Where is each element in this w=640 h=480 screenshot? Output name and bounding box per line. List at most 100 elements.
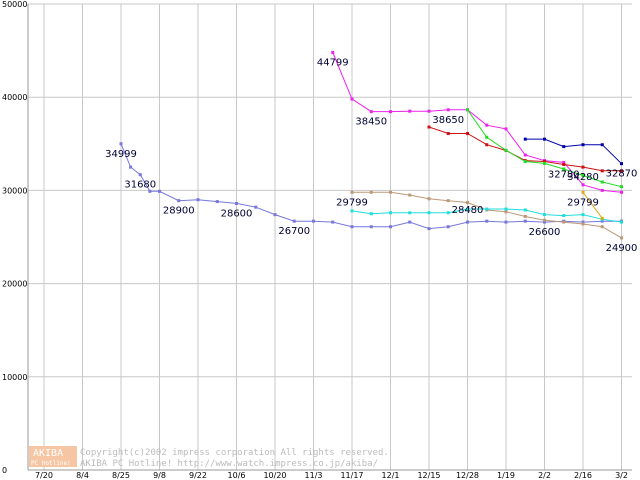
x-tick-label: 9/8 — [153, 471, 166, 480]
data-point — [148, 189, 152, 193]
data-label: 38450 — [355, 117, 387, 128]
data-point — [504, 127, 508, 131]
site-url-text: AKIBA PC Hotline! http://www.watch.impre… — [80, 459, 378, 469]
y-tick-label: 50000 — [2, 0, 27, 9]
data-point — [350, 209, 354, 213]
data-point — [600, 169, 604, 173]
data-point — [138, 173, 142, 177]
data-point — [350, 190, 354, 194]
data-point — [504, 207, 508, 211]
data-point — [215, 200, 219, 204]
data-point — [581, 213, 585, 217]
x-tick-label: 7/20 — [35, 471, 53, 480]
data-point — [523, 214, 527, 218]
data-point — [446, 108, 450, 112]
data-point — [581, 220, 585, 224]
x-tick-label: 2/2 — [538, 471, 551, 480]
data-point — [350, 225, 354, 229]
data-point — [543, 137, 546, 141]
data-point — [312, 219, 315, 223]
data-point — [369, 225, 373, 229]
data-point — [543, 161, 546, 165]
data-labels: 44799 38450 38650 34999 31680 28900 28600 26700… — [105, 57, 637, 253]
data-label: 29799 — [567, 197, 599, 208]
data-point — [254, 205, 258, 209]
data-point — [504, 148, 508, 152]
x-tick-label: 11/3 — [305, 471, 323, 480]
data-point — [600, 188, 604, 192]
axes — [27, 4, 632, 471]
data-point — [581, 165, 585, 169]
data-point — [620, 185, 623, 189]
data-point — [427, 125, 431, 129]
data-point — [427, 227, 431, 231]
series-line-7 — [582, 192, 603, 219]
data-label: 28900 — [163, 206, 195, 217]
data-point — [350, 97, 354, 101]
data-point — [235, 201, 238, 205]
data-point — [562, 167, 566, 171]
data-point — [620, 162, 623, 166]
data-point — [485, 207, 489, 211]
data-point — [600, 143, 604, 147]
series-line-4 — [525, 138, 622, 165]
y-tick-label: 30000 — [2, 186, 27, 195]
data-point — [581, 173, 585, 177]
data-point — [523, 208, 527, 212]
data-point — [523, 219, 527, 223]
data-label: 26700 — [278, 226, 310, 237]
data-point — [408, 109, 412, 113]
logo-text: AKIBA — [33, 448, 63, 459]
data-point — [119, 142, 123, 146]
y-tick-label: 0 — [2, 466, 7, 475]
data-point — [446, 211, 450, 215]
grid — [28, 3, 632, 470]
x-tick-labels: 7/20 8/4 8/25 9/8 9/22 10/6 10/20 11/3 11/17 12/1… — [35, 471, 628, 480]
data-point — [562, 160, 566, 164]
akiba-logo: AKIBA PC Hotline! — [29, 446, 77, 467]
data-point — [427, 211, 431, 215]
data-label: 34280 — [567, 172, 599, 183]
data-point — [543, 218, 546, 222]
data-point — [389, 110, 392, 114]
data-point — [389, 211, 392, 215]
data-point — [600, 180, 604, 184]
data-point — [129, 165, 133, 169]
data-point — [620, 236, 623, 240]
data-point — [446, 199, 450, 203]
data-point — [408, 220, 412, 224]
data-point — [158, 189, 161, 193]
data-point — [581, 143, 585, 147]
data-point — [292, 219, 296, 223]
data-point — [562, 145, 566, 149]
x-tick-label: 1/19 — [497, 471, 515, 480]
data-point — [389, 190, 392, 194]
data-point — [485, 123, 489, 127]
data-point — [427, 197, 431, 201]
x-tick-label: 10/6 — [228, 471, 246, 480]
x-tick-label: 11/17 — [340, 471, 363, 480]
data-point — [408, 193, 412, 197]
data-point — [581, 183, 585, 187]
data-point — [177, 199, 181, 203]
x-tick-label: 8/4 — [76, 471, 89, 480]
data-label: 28480 — [452, 205, 484, 216]
data-point — [369, 212, 373, 216]
data-point — [446, 225, 450, 229]
data-label: 38650 — [432, 115, 464, 126]
data-label: 32780 — [548, 169, 580, 180]
data-label: 26600 — [529, 227, 561, 238]
copyright-text: Copyright(c)2002 impress corporation All… — [80, 448, 389, 458]
data-point — [369, 190, 373, 194]
data-point — [600, 219, 604, 223]
data-label: 34999 — [105, 149, 137, 160]
data-point — [389, 225, 392, 229]
data-point — [331, 50, 335, 54]
data-point — [523, 160, 527, 164]
data-label: 31680 — [124, 180, 156, 191]
data-point — [562, 162, 566, 166]
data-point — [485, 143, 489, 147]
y-tick-label: 10000 — [2, 373, 27, 382]
logo-subtext: PC Hotline! — [31, 460, 71, 467]
data-point — [485, 219, 489, 223]
